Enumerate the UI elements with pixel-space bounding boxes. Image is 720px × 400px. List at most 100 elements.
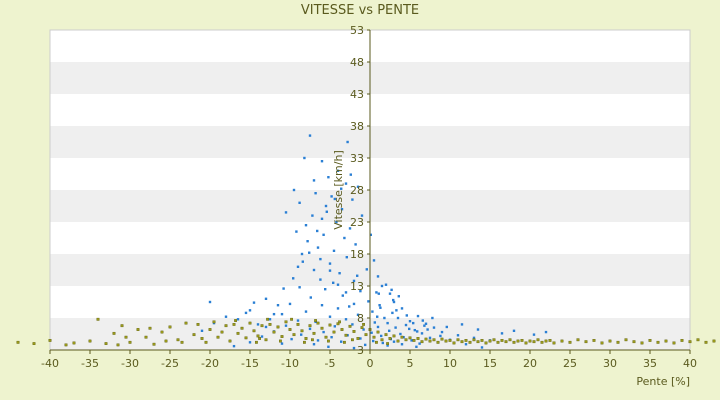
data-point [304, 310, 308, 313]
data-point [252, 301, 256, 304]
data-point [300, 333, 303, 336]
data-point [304, 224, 308, 227]
data-point [351, 338, 354, 342]
data-point [672, 341, 676, 345]
data-point [464, 343, 468, 346]
data-point [532, 333, 536, 336]
data-point [298, 201, 301, 204]
data-point [268, 318, 272, 321]
x-axis-label: Pente [%] [636, 375, 690, 388]
data-point [412, 321, 415, 325]
data-point [264, 297, 268, 300]
data-point [378, 304, 381, 307]
data-point [240, 326, 244, 330]
data-point [369, 233, 372, 236]
data-point [308, 327, 312, 331]
data-point [196, 323, 200, 326]
data-point [381, 341, 384, 345]
data-point [314, 319, 317, 322]
data-point [540, 340, 544, 344]
data-point [48, 339, 52, 342]
data-point [32, 342, 36, 345]
data-point [272, 330, 276, 334]
data-point [396, 316, 400, 320]
data-point [316, 229, 319, 233]
data-point [440, 330, 444, 334]
data-point [400, 307, 404, 310]
data-point [176, 338, 180, 342]
data-point [192, 333, 196, 337]
data-point [421, 319, 424, 322]
data-point [234, 319, 237, 322]
data-point [500, 332, 504, 335]
data-point [376, 315, 379, 318]
data-point [428, 339, 432, 343]
data-point [386, 344, 389, 347]
x-tick-label: -20 [201, 357, 219, 370]
data-point [256, 334, 260, 338]
data-point [364, 333, 368, 337]
data-point [512, 340, 516, 344]
data-point [380, 334, 383, 338]
data-point [216, 335, 220, 339]
data-point [328, 269, 332, 272]
data-point [439, 334, 442, 338]
data-point [343, 236, 346, 240]
data-point [440, 337, 444, 341]
data-point [476, 340, 480, 344]
chart-title: VITESSE vs PENTE [301, 3, 419, 18]
x-tick-label: 40 [683, 357, 697, 370]
data-point [327, 345, 330, 348]
data-point [352, 346, 356, 350]
y-tick-label: 28 [350, 184, 364, 197]
data-point [423, 324, 426, 327]
data-point [373, 321, 376, 324]
data-point [352, 302, 356, 306]
data-point [333, 197, 336, 201]
x-tick-label: -10 [281, 357, 299, 370]
data-point [380, 284, 384, 288]
data-point [333, 325, 336, 328]
data-point [244, 311, 248, 315]
data-point [308, 251, 311, 254]
data-point [415, 345, 418, 348]
data-point [330, 336, 333, 339]
data-point [524, 341, 528, 345]
data-point [480, 346, 484, 349]
data-point [352, 279, 356, 283]
data-point [688, 340, 692, 344]
x-tick-label: 30 [603, 357, 617, 370]
data-point [264, 325, 268, 329]
data-point [372, 259, 376, 262]
data-point [386, 342, 389, 345]
data-point [424, 337, 428, 341]
data-point [340, 328, 344, 331]
data-point [392, 340, 396, 343]
y-tick-label: 43 [350, 88, 364, 101]
data-point [319, 278, 322, 281]
data-point [325, 210, 328, 213]
data-point [322, 233, 325, 236]
data-point [232, 323, 236, 326]
data-point [552, 341, 556, 345]
data-point [356, 185, 360, 188]
data-point [300, 329, 304, 333]
x-tick-label: -35 [81, 357, 99, 370]
data-point [116, 343, 120, 347]
data-point [431, 316, 434, 320]
data-point [476, 328, 480, 331]
data-point [248, 341, 252, 344]
data-point [420, 332, 424, 335]
data-point [296, 319, 300, 322]
data-point [584, 340, 588, 344]
data-point [320, 304, 324, 307]
data-point [680, 339, 684, 342]
data-point [104, 342, 108, 345]
data-point [384, 333, 388, 337]
y-tick-label: 13 [350, 280, 364, 293]
data-point [704, 340, 708, 344]
data-point [616, 340, 620, 344]
data-point [322, 330, 325, 334]
y-tick-label: 38 [350, 120, 364, 133]
data-point [351, 198, 354, 201]
